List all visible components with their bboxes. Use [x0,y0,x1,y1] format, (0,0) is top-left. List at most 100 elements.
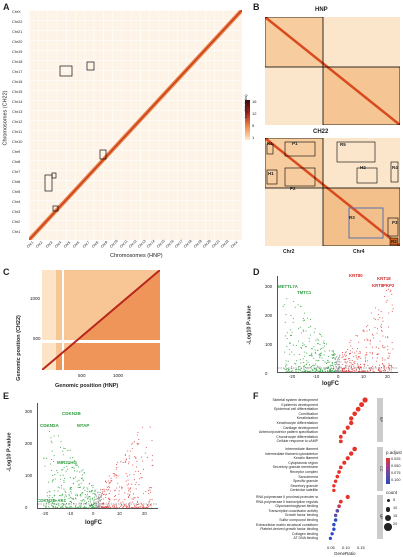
volcano-point [74,506,76,509]
volcano-point [46,425,48,427]
volcano-point [341,352,344,354]
volcano-point [73,498,75,500]
volcano-point [69,457,71,459]
volcano-point [59,474,61,477]
volcano-point [150,487,153,489]
volcano-point [314,328,316,330]
volcano-point [371,346,373,348]
volcano-point [51,458,53,460]
panel-a-y-title: Chromosomes (CH22) [2,90,9,146]
volcano-point [282,305,284,307]
volcano-point [367,324,369,326]
volcano-point [386,336,389,338]
volcano-point [286,364,288,366]
panel-f-count-title: count [386,490,398,495]
volcano-point [286,371,288,373]
panel-f-term: Keratinocyte differentiation [276,421,318,425]
volcano-point [298,328,300,330]
volcano-point [123,505,125,507]
panel-a-colorbar-tick: 12 [252,111,257,116]
volcano-point [325,370,327,372]
volcano-point [81,477,83,479]
volcano-point [146,505,149,507]
volcano-point [315,370,317,372]
volcano-point [124,492,126,494]
volcano-point [356,335,359,337]
volcano-point [48,505,50,507]
volcano-point [127,487,129,489]
volcano-point [348,369,350,371]
dotplot-point [332,484,336,488]
panel-b-x-tick: Chr2 [283,249,295,255]
volcano-point [303,365,305,367]
volcano-point [321,335,323,337]
volcano-point [100,500,102,502]
volcano-point [125,505,127,507]
volcano-point [387,288,389,290]
volcano-point [70,505,72,507]
panel-a-x-tick: Chr15 [155,239,166,249]
volcano-point [115,474,117,476]
volcano-point [104,490,106,492]
volcano-point [140,506,142,508]
volcano-point [116,487,118,489]
volcano-point [372,357,374,359]
volcano-point [350,345,352,347]
panel-a-x-tick: Chr21 [211,239,221,249]
panel-e-x-tick: -20 [42,511,49,516]
volcano-point [303,351,305,353]
volcano-point [345,358,347,360]
volcano-point [60,499,62,501]
volcano-point [134,505,136,507]
volcano-point [50,463,52,465]
panel-a-x-tick: Chr16 [164,239,175,249]
volcano-point [48,496,50,498]
volcano-point [390,369,392,371]
volcano-point [354,352,356,354]
panel-f-term: Extracellular matrix structural constitu… [256,522,318,527]
volcano-point [392,308,394,310]
panel-e-gene-label: CDKN2B [62,411,81,416]
panel-a-colorbar-tick: 16 [252,99,257,104]
volcano-point [353,365,355,367]
volcano-point [283,304,285,306]
panel-f-x-tick: 0.05 [327,545,335,550]
volcano-point [62,468,64,470]
volcano-point [90,491,92,493]
volcano-point [371,352,373,354]
dotplot-point [342,430,347,435]
volcano-point [89,505,92,507]
volcano-point [142,505,144,507]
volcano-point [121,487,123,489]
volcano-point [64,447,66,450]
volcano-point [48,490,50,492]
volcano-point [92,484,94,486]
panel-a-x-tick: Chr4 [53,240,63,249]
volcano-point [335,356,337,359]
panel-f-x-tick: 0.10 [342,545,350,550]
volcano-point [131,443,133,445]
panel-a-colorbar-tick: 5 [252,123,255,128]
volcano-point [303,312,305,314]
volcano-point [135,471,137,473]
volcano-point [286,345,288,347]
volcano-point [298,353,301,356]
dotplot-point [338,439,343,444]
panel-f-term: Sulfur compound binding [279,518,318,522]
volcano-point [343,358,345,360]
dotplot-point [330,532,334,536]
volcano-point [62,474,64,476]
volcano-point [291,366,293,368]
volcano-point [60,500,62,502]
volcano-point [98,504,100,506]
volcano-point [98,496,101,498]
panel-b-region-label: R2 [391,239,397,244]
volcano-point [296,360,298,362]
volcano-point [82,479,84,481]
volcano-point [128,505,131,507]
volcano-point [360,366,362,368]
panel-f-term: Sarcolemma [298,474,318,479]
panel-a-x-tick: Chr6 [72,240,81,249]
volcano-point [330,364,332,366]
volcano-point [83,499,85,501]
